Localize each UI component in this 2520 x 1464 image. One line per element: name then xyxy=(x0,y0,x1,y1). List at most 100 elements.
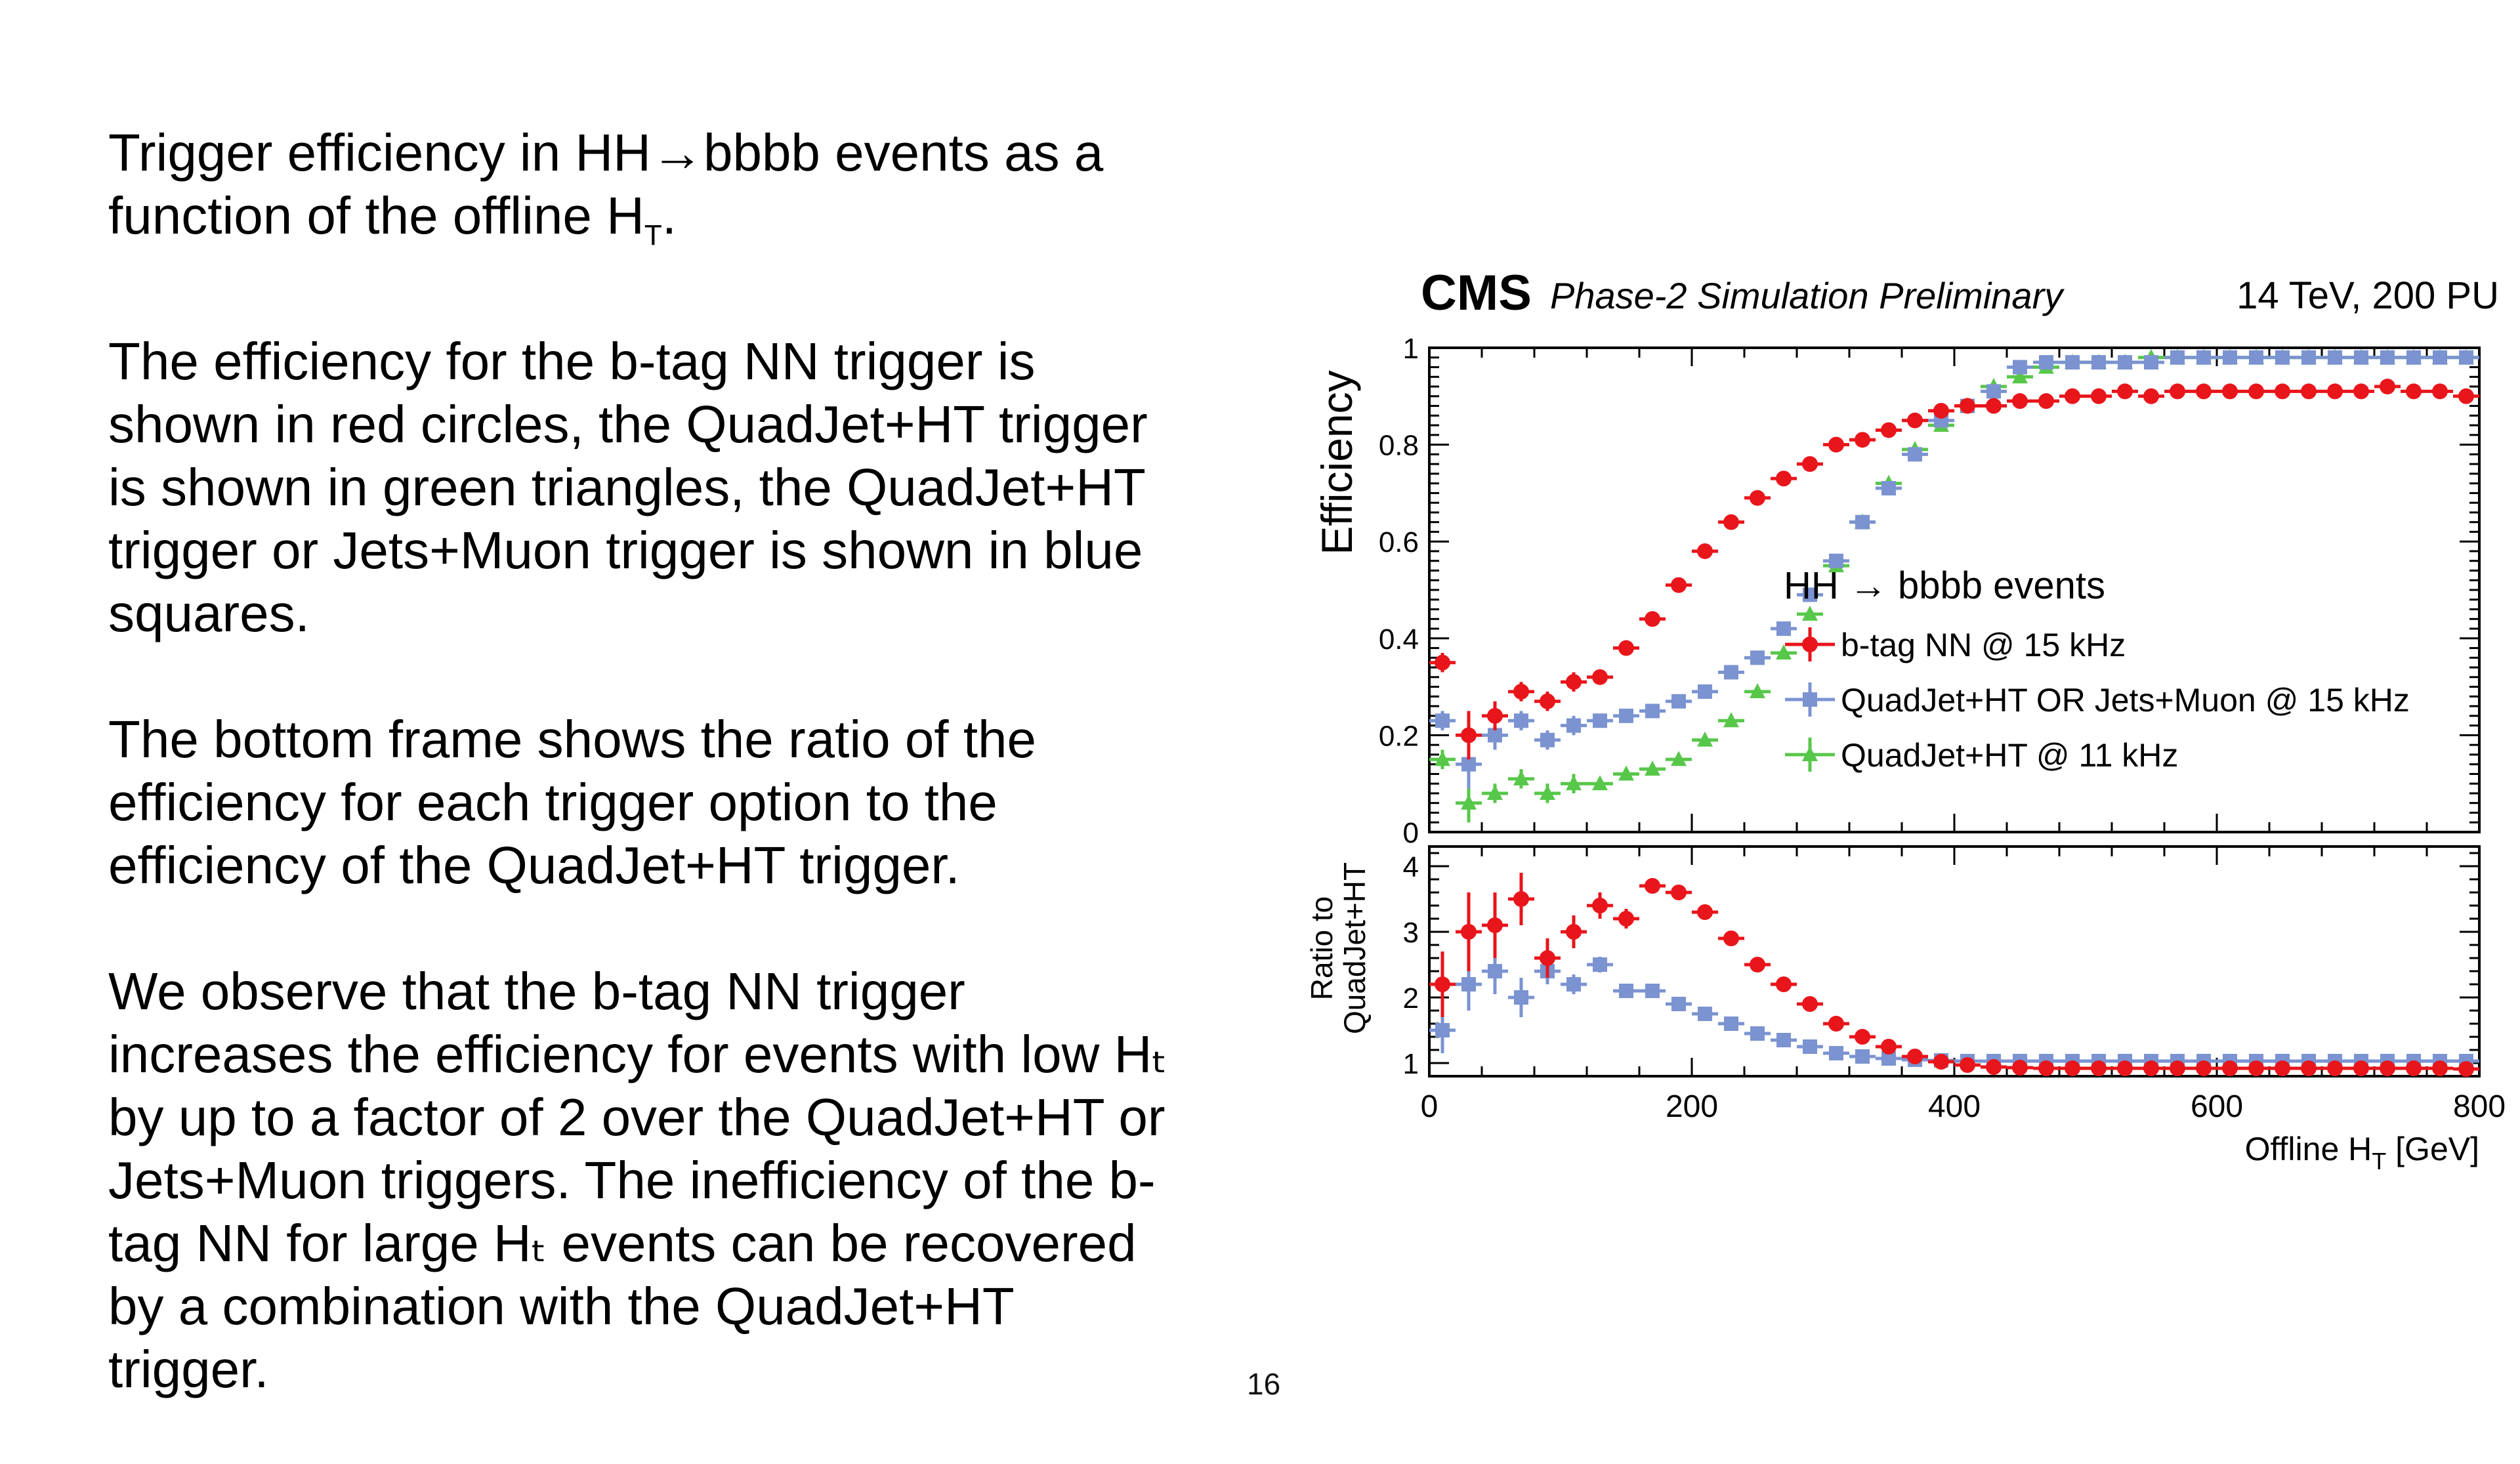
ratio-point xyxy=(2432,1060,2448,1076)
ratio-point xyxy=(1618,911,1634,927)
ratio-point xyxy=(2380,1060,2395,1076)
ratio-point xyxy=(1907,1049,1923,1064)
efficiency-point xyxy=(1487,784,1503,800)
efficiency-point xyxy=(2459,350,2473,365)
slide-paragraph-4: We observe that the b-tag NN trigger inc… xyxy=(108,962,1167,1398)
efficiency-point xyxy=(1435,751,1450,766)
efficiency-point xyxy=(1802,456,1818,472)
efficiency-point xyxy=(1776,621,1791,637)
top-y-tick-label: 1 xyxy=(1403,333,1419,365)
efficiency-point xyxy=(1540,693,1555,709)
efficiency-point xyxy=(1645,703,1660,719)
bottom-y-tick-label: 3 xyxy=(1403,917,1419,949)
efficiency-point xyxy=(1488,728,1502,743)
ratio-point xyxy=(1723,931,1739,946)
efficiency-point xyxy=(1645,761,1660,776)
efficiency-point xyxy=(2249,350,2263,365)
efficiency-point xyxy=(2223,350,2237,365)
ratio-point xyxy=(1592,898,1608,913)
efficiency-point xyxy=(2458,388,2474,404)
ratio-point xyxy=(2327,1060,2343,1076)
efficiency-point xyxy=(1697,543,1713,559)
efficiency-point xyxy=(1540,732,1555,747)
ratio-point xyxy=(2196,1060,2212,1076)
ratio-point xyxy=(1776,976,1792,992)
ratio-point xyxy=(2222,1060,2238,1076)
ratio-point xyxy=(1645,984,1660,998)
efficiency-point xyxy=(1723,712,1739,728)
ratio-point xyxy=(1960,1057,1975,1073)
efficiency-point xyxy=(2143,388,2159,404)
ratio-point xyxy=(1776,1033,1791,1047)
efficiency-point xyxy=(2170,383,2185,400)
efficiency-point xyxy=(1461,727,1477,743)
efficiency-point xyxy=(1828,436,1844,453)
ratio-point xyxy=(1698,1007,1712,1021)
efficiency-point xyxy=(1881,481,1896,496)
ratio-point xyxy=(1828,1016,1844,1032)
efficiency-point xyxy=(1907,412,1923,429)
legend-entry-label: b-tag NN @ 15 kHz xyxy=(1841,627,2126,663)
efficiency-point xyxy=(2353,383,2369,400)
efficiency-point xyxy=(2038,393,2054,409)
ratio-point xyxy=(2012,1060,2028,1076)
efficiency-point xyxy=(2091,355,2106,370)
conditions-label: 14 TeV, 200 PU xyxy=(2236,274,2499,317)
efficiency-point xyxy=(2301,350,2316,365)
efficiency-plot: 0 200 400 600 800 0 0.2 0.4 0.6 0.8 1 1 2 3 4 Efficienc… xyxy=(1305,265,2506,1175)
ratio-point xyxy=(2458,1061,2474,1077)
ratio-point xyxy=(1803,1039,1817,1054)
efficiency-point xyxy=(2065,388,2080,404)
efficiency-point xyxy=(1802,605,1818,621)
efficiency-point xyxy=(1750,650,1765,665)
top-y-tick-label: 0 xyxy=(1403,817,1419,849)
ratio-point xyxy=(2065,1060,2080,1076)
ratio-point xyxy=(2275,1060,2290,1076)
efficiency-point xyxy=(2380,379,2395,395)
efficiency-point xyxy=(1829,553,1843,568)
x-tick-label: 800 xyxy=(2453,1089,2506,1124)
efficiency-point xyxy=(2039,355,2053,370)
efficiency-point xyxy=(2301,383,2317,400)
ratio-point xyxy=(1724,1016,1738,1031)
efficiency-point xyxy=(1619,708,1633,723)
ratio-point xyxy=(1986,1059,2002,1075)
efficiency-point xyxy=(2196,383,2212,400)
efficiency-point xyxy=(1724,665,1738,680)
efficiency-point xyxy=(1750,682,1765,698)
ratio-point xyxy=(1697,904,1713,920)
bottom-panel-frame xyxy=(1428,845,2481,1077)
legend-marker xyxy=(1802,746,1818,761)
ratio-point xyxy=(1855,1049,1870,1064)
efficiency-point xyxy=(1514,713,1528,728)
efficiency-point xyxy=(2275,383,2290,400)
x-tick-label: 400 xyxy=(1928,1089,1981,1124)
efficiency-point xyxy=(1513,683,1529,700)
efficiency-point xyxy=(1540,784,1555,800)
ratio-point xyxy=(1593,957,1607,972)
ratio-point xyxy=(1802,996,1818,1012)
top-y-tick-label: 0.2 xyxy=(1379,720,1419,752)
efficiency-point xyxy=(2406,383,2422,400)
legend-entry-label: QuadJet+HT @ 11 kHz xyxy=(1841,737,2178,774)
ratio-point xyxy=(2301,1060,2317,1076)
efficiency-point xyxy=(1933,402,1949,419)
bottom-y-tick-label: 1 xyxy=(1403,1048,1419,1080)
efficiency-point xyxy=(1461,794,1477,810)
x-axis-label: Offline HT [GeV] xyxy=(2245,1131,2479,1175)
efficiency-point xyxy=(1803,587,1817,602)
top-y-tick-label: 0.6 xyxy=(1379,526,1419,558)
ratio-point xyxy=(1540,950,1555,966)
legend-marker xyxy=(1803,692,1817,707)
ratio-point xyxy=(1671,997,1686,1011)
ratio-point xyxy=(1488,964,1502,978)
ratio-point xyxy=(2091,1060,2107,1076)
x-tick-label: 600 xyxy=(2191,1089,2243,1124)
efficiency-point xyxy=(2013,360,2027,375)
cms-label: CMS xyxy=(1421,265,1532,321)
ratio-point xyxy=(1671,885,1687,900)
status-label: Phase-2 Simulation Preliminary xyxy=(1550,275,2065,316)
efficiency-point xyxy=(1566,674,1582,690)
efficiency-point xyxy=(1566,718,1581,733)
efficiency-point xyxy=(1461,757,1476,772)
